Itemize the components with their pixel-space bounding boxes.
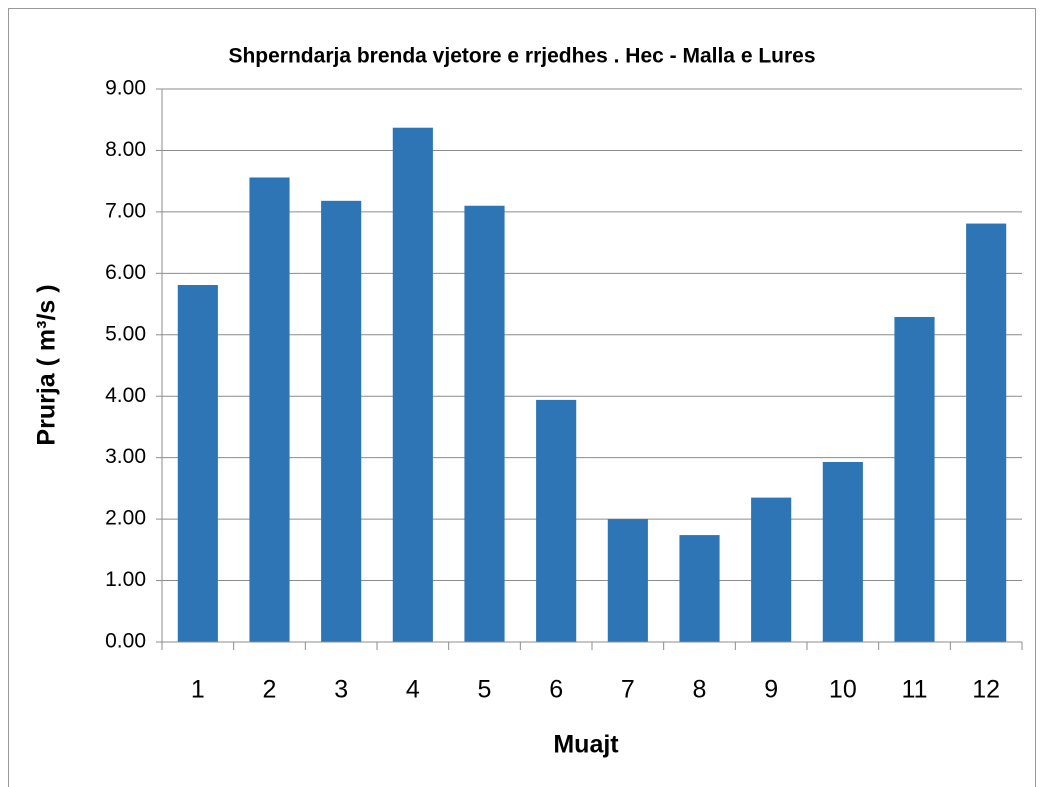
x-axis-title: Muajt (553, 731, 619, 759)
x-tick-label: 1 (191, 676, 205, 704)
chart-frame (8, 8, 1036, 787)
y-tick-label: 3.00 (105, 445, 146, 468)
y-tick-label: 9.00 (105, 77, 146, 100)
y-tick-label: 6.00 (105, 261, 146, 284)
y-tick-label: 5.00 (105, 322, 146, 345)
chart-title: Shperndarja brenda vjetore e rrjedhes . … (228, 45, 815, 68)
y-tick-label: 2.00 (105, 507, 146, 530)
y-tick-label: 8.00 (105, 138, 146, 161)
bar (822, 461, 863, 642)
x-tick-label: 2 (263, 676, 277, 704)
bar (607, 519, 648, 642)
bar (321, 200, 362, 642)
x-tick-label: 12 (972, 676, 1000, 704)
y-axis-title: Prurja ( m³/s ) (33, 284, 61, 445)
x-tick-label: 3 (334, 676, 348, 704)
bar (679, 535, 720, 642)
x-tick-label: 4 (406, 676, 420, 704)
y-tick-label: 4.00 (105, 384, 146, 407)
x-tick-label: 9 (764, 676, 778, 704)
bar (249, 177, 290, 643)
bar (392, 127, 433, 642)
x-tick-label: 10 (829, 676, 857, 704)
y-tick-label: 1.00 (105, 568, 146, 591)
bar (177, 285, 218, 642)
y-tick-label: 7.00 (105, 199, 146, 222)
x-tick-label: 11 (902, 676, 928, 704)
x-tick-label: 7 (621, 676, 635, 704)
bar (894, 316, 935, 642)
bar (464, 205, 505, 642)
x-tick-label: 6 (549, 676, 563, 704)
bar (751, 497, 792, 642)
x-tick-label: 5 (478, 676, 492, 704)
y-tick-label: 0.00 (105, 630, 146, 653)
x-tick-label: 8 (693, 676, 707, 704)
bar (966, 223, 1007, 642)
bar (536, 399, 577, 642)
